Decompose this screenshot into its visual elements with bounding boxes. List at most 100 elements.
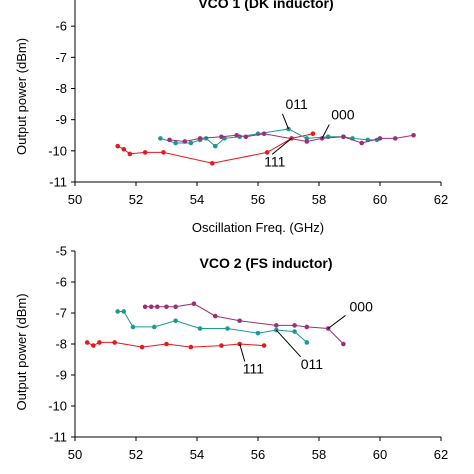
annotation-leader-011: [275, 329, 302, 358]
data-point-011: [121, 309, 127, 314]
annotation-leader-000: [327, 315, 346, 329]
x-tick-label: 60: [373, 447, 387, 462]
annotation-label-111: 111: [264, 153, 285, 169]
y-tick-label: -7: [55, 306, 67, 321]
data-point-011: [130, 324, 136, 330]
data-point-011: [173, 318, 178, 324]
chart-title: VCO 2 (FS inductor): [200, 255, 333, 271]
data-point-111: [127, 151, 133, 157]
y-tick-label: -10: [48, 143, 67, 158]
x-tick-label: 62: [434, 447, 448, 462]
series-line-000: [145, 303, 344, 345]
data-point-111: [161, 150, 166, 155]
annotation-label-111: 111: [243, 360, 264, 376]
data-point-000: [359, 140, 365, 146]
series-000: [167, 131, 416, 146]
y-tick-label: -8: [55, 337, 67, 352]
x-tick-label: 50: [68, 447, 82, 462]
data-point-000: [234, 132, 239, 138]
data-point-111: [97, 340, 102, 345]
data-point-011: [115, 309, 120, 314]
data-point-000: [219, 134, 224, 140]
series-line-000: [169, 133, 414, 144]
y-tick-label: -10: [48, 399, 67, 414]
chart-title: VCO 1 (DK inductor): [198, 0, 333, 11]
data-point-011: [225, 326, 230, 331]
data-point-000: [341, 134, 346, 140]
y-axis-label: Output power (dBm): [14, 38, 29, 155]
series-111: [84, 340, 267, 350]
data-point-000: [341, 341, 346, 347]
x-tick-label: 54: [190, 447, 204, 462]
data-point-000: [182, 139, 188, 144]
annotation-label-000: 000: [331, 107, 355, 123]
x-tick-label: 50: [68, 192, 82, 207]
data-point-111: [112, 340, 117, 345]
data-point-000: [261, 131, 267, 136]
annotation-leader-111: [239, 343, 246, 362]
series-line-111: [86, 341, 265, 348]
data-point-000: [377, 136, 383, 141]
annotation-leader-111: [271, 137, 292, 155]
x-tick-label: 52: [129, 447, 143, 462]
data-point-000: [243, 134, 249, 140]
x-tick-label: 56: [251, 447, 265, 462]
data-point-000: [173, 304, 178, 310]
data-point-011: [197, 326, 203, 331]
data-point-111: [219, 343, 224, 348]
y-tick-label: -9: [55, 368, 67, 383]
y-tick-label: -11: [49, 175, 67, 190]
data-point-111: [84, 340, 90, 345]
data-point-000: [191, 301, 197, 307]
y-tick-label: -8: [55, 81, 67, 96]
data-point-111: [188, 344, 194, 350]
series-line-011: [160, 128, 377, 147]
y-tick-label: -11: [49, 430, 67, 445]
y-tick-label: -7: [55, 50, 67, 65]
data-point-111: [142, 150, 148, 155]
data-point-000: [274, 323, 279, 328]
y-tick-label: -5: [55, 244, 67, 259]
annotation-leader-011: [281, 113, 289, 130]
data-point-000: [392, 136, 398, 141]
data-point-111: [121, 146, 127, 152]
data-point-000: [304, 139, 310, 144]
data-point-011: [158, 136, 163, 141]
x-tick-label: 62: [434, 192, 448, 207]
x-tick-label: 60: [373, 192, 387, 207]
data-point-000: [237, 318, 242, 324]
data-point-000: [213, 313, 218, 319]
y-tick-label: -9: [55, 112, 67, 127]
data-point-000: [148, 304, 154, 310]
data-point-011: [173, 140, 178, 146]
series-000: [142, 301, 346, 347]
x-tick-label: 58: [312, 192, 326, 207]
data-point-000: [155, 304, 160, 310]
data-point-000: [411, 132, 416, 138]
data-point-011: [152, 324, 157, 330]
data-point-111: [264, 150, 270, 155]
annotation-leader-000: [321, 124, 330, 139]
x-tick-label: 54: [190, 192, 204, 207]
data-point-000: [304, 324, 310, 330]
data-point-000: [142, 304, 148, 310]
data-point-111: [261, 343, 267, 348]
x-tick-label: 56: [251, 192, 265, 207]
data-point-011: [188, 140, 194, 146]
series-line-011: [117, 311, 308, 343]
x-tick-label: 52: [129, 192, 143, 207]
data-point-111: [139, 344, 145, 350]
data-point-011: [255, 330, 261, 336]
data-point-000: [167, 137, 172, 143]
data-point-111: [91, 343, 96, 348]
annotation-label-011: 011: [285, 96, 308, 112]
y-tick-label: -6: [55, 275, 67, 290]
x-tick-label: 58: [312, 447, 326, 462]
series-011: [115, 309, 310, 345]
data-point-111: [310, 131, 316, 136]
data-point-111: [209, 161, 215, 166]
x-axis-label: Oscillation Freq. (GHz): [192, 220, 324, 235]
data-point-000: [292, 323, 297, 328]
